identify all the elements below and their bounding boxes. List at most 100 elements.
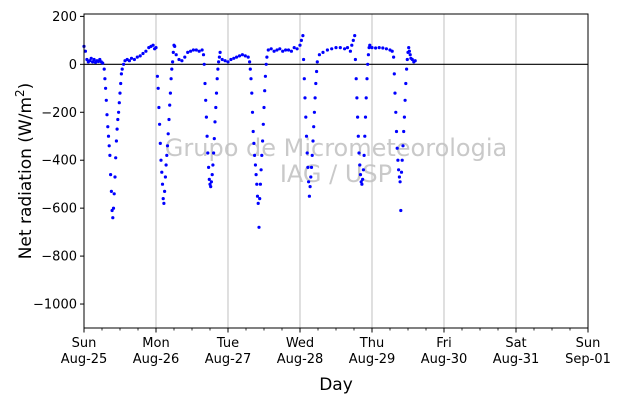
data-point-5 bbox=[89, 56, 93, 60]
data-point-212 bbox=[366, 62, 370, 66]
data-point-114 bbox=[220, 57, 224, 62]
data-point-25 bbox=[110, 208, 114, 213]
data-point-215 bbox=[368, 43, 372, 47]
data-point-128 bbox=[250, 110, 255, 114]
data-point-200 bbox=[357, 151, 361, 155]
data-point-122 bbox=[243, 54, 247, 58]
data-point-193 bbox=[351, 38, 355, 43]
data-point-157 bbox=[289, 49, 293, 53]
data-point-81 bbox=[177, 57, 181, 62]
data-point-116 bbox=[226, 60, 230, 64]
data-point-91 bbox=[202, 62, 206, 66]
data-point-105 bbox=[212, 137, 216, 141]
y-axis-label-main: Net radiation (W/m bbox=[16, 97, 36, 259]
data-point-149 bbox=[266, 48, 270, 52]
data-point-169 bbox=[306, 165, 310, 169]
data-point-29 bbox=[113, 175, 117, 179]
data-point-160 bbox=[298, 43, 302, 47]
x-tick-date-7: Sep-01 bbox=[565, 352, 611, 367]
x-axis-ticks: SunAug-25MonAug-26TueAug-27WedAug-28ThuA… bbox=[61, 328, 611, 367]
data-point-142 bbox=[261, 139, 265, 143]
data-point-164 bbox=[302, 77, 306, 81]
data-point-246 bbox=[408, 53, 412, 57]
x-tick-date-6: Aug-31 bbox=[493, 352, 540, 367]
data-point-223 bbox=[392, 55, 396, 59]
data-point-126 bbox=[249, 77, 253, 81]
data-point-38 bbox=[119, 72, 123, 76]
data-point-202 bbox=[358, 173, 363, 177]
data-point-248 bbox=[410, 57, 414, 62]
data-point-23 bbox=[109, 173, 113, 177]
data-point-235 bbox=[400, 158, 404, 162]
data-point-187 bbox=[334, 46, 338, 50]
data-point-13 bbox=[101, 61, 105, 65]
data-point-173 bbox=[309, 175, 313, 179]
data-point-39 bbox=[120, 67, 124, 71]
data-point-107 bbox=[214, 105, 218, 110]
data-point-138 bbox=[258, 197, 262, 201]
data-point-46 bbox=[135, 55, 139, 59]
data-point-113 bbox=[218, 50, 222, 55]
data-point-56 bbox=[156, 86, 160, 90]
data-point-88 bbox=[197, 49, 201, 53]
data-point-117 bbox=[229, 57, 233, 62]
data-point-72 bbox=[168, 103, 172, 107]
data-point-36 bbox=[118, 91, 122, 95]
data-point-201 bbox=[358, 163, 362, 167]
data-point-236 bbox=[401, 144, 405, 148]
data-point-61 bbox=[160, 170, 164, 174]
data-point-44 bbox=[129, 56, 134, 60]
data-point-130 bbox=[252, 141, 256, 145]
data-point-70 bbox=[166, 132, 170, 136]
data-point-40 bbox=[122, 62, 126, 66]
data-point-209 bbox=[363, 115, 368, 119]
data-point-52 bbox=[151, 43, 155, 47]
data-point-216 bbox=[370, 46, 374, 50]
data-point-137 bbox=[257, 225, 261, 229]
data-point-109 bbox=[215, 77, 219, 81]
x-tick-day-1: Mon bbox=[142, 336, 169, 351]
data-point-123 bbox=[246, 55, 250, 59]
y-axis-ticks: 200 0 −200 −400 −600 −800 −1000 bbox=[33, 10, 84, 313]
data-point-43 bbox=[127, 59, 131, 63]
data-point-120 bbox=[237, 54, 242, 58]
data-point-26 bbox=[111, 216, 115, 220]
data-point-227 bbox=[394, 129, 399, 134]
x-tick-day-3: Wed bbox=[286, 336, 314, 351]
data-point-112 bbox=[217, 55, 221, 59]
x-tick-date-5: Aug-30 bbox=[421, 352, 468, 367]
data-point-133 bbox=[254, 173, 258, 177]
data-point-85 bbox=[189, 49, 193, 53]
data-point-154 bbox=[281, 49, 285, 53]
data-point-171 bbox=[307, 194, 311, 198]
data-point-80 bbox=[174, 53, 178, 57]
data-point-213 bbox=[366, 53, 370, 57]
data-point-30 bbox=[114, 156, 118, 160]
data-point-28 bbox=[112, 192, 116, 196]
data-point-14 bbox=[102, 67, 106, 71]
data-point-222 bbox=[390, 49, 394, 53]
data-point-68 bbox=[165, 153, 169, 157]
data-point-185 bbox=[325, 48, 329, 52]
data-point-24 bbox=[109, 189, 113, 193]
data-point-98 bbox=[207, 177, 211, 181]
data-point-150 bbox=[269, 47, 273, 51]
data-point-124 bbox=[248, 60, 252, 64]
data-point-101 bbox=[209, 180, 213, 184]
data-point-237 bbox=[402, 129, 406, 134]
x-tick-date-2: Aug-27 bbox=[205, 352, 252, 367]
x-tick-date-3: Aug-28 bbox=[277, 352, 324, 367]
data-point-159 bbox=[295, 47, 299, 51]
data-point-146 bbox=[263, 74, 267, 78]
data-point-55 bbox=[155, 74, 159, 78]
data-point-1 bbox=[83, 49, 87, 53]
data-point-217 bbox=[374, 46, 378, 50]
data-point-94 bbox=[204, 115, 208, 119]
data-point-121 bbox=[240, 53, 244, 57]
data-point-208 bbox=[363, 134, 367, 138]
data-point-207 bbox=[362, 153, 366, 157]
grid-lines bbox=[155, 14, 517, 328]
data-point-194 bbox=[353, 34, 357, 38]
data-point-162 bbox=[301, 34, 305, 38]
